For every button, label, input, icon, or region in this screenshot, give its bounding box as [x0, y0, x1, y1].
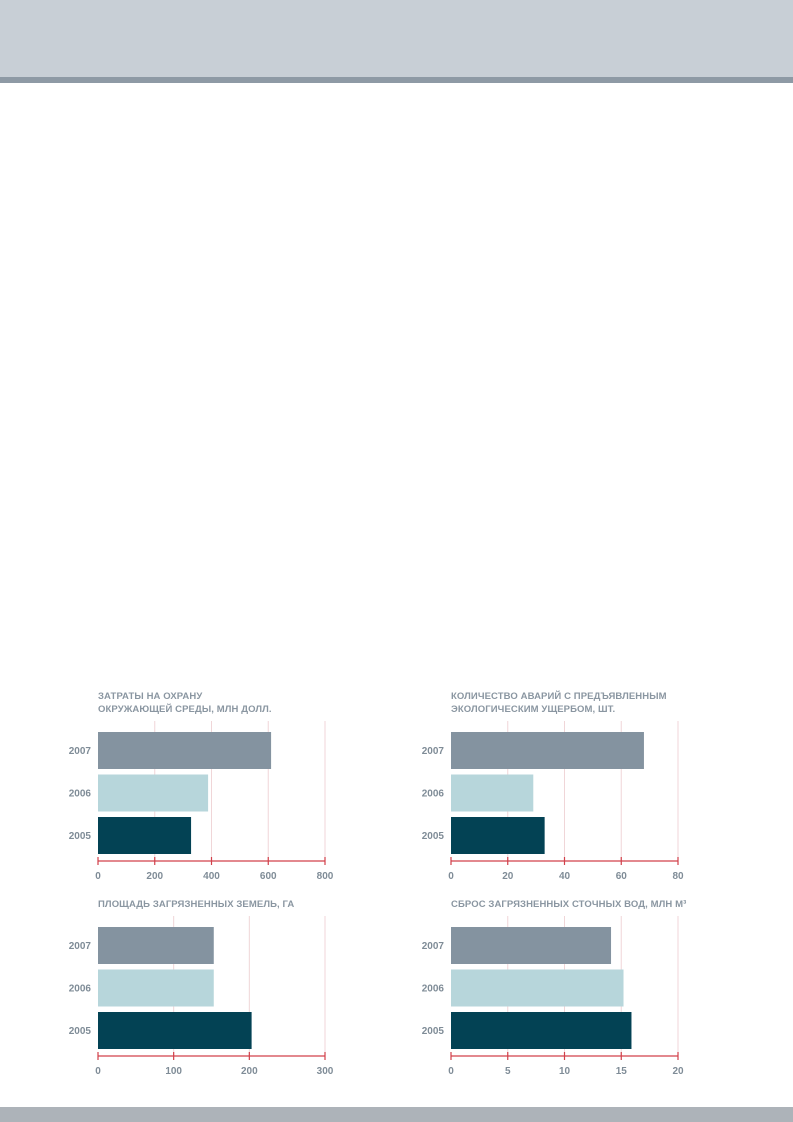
x-tick-label: 800 — [317, 871, 334, 882]
chart-title-line-1: КОЛИЧЕСТВО АВАРИЙ С ПРЕДЪЯВЛЕННЫМ — [451, 691, 667, 702]
category-label: 2005 — [69, 1026, 92, 1037]
bar-2006 — [451, 969, 624, 1007]
chart-plot: 2007 2006 2005 0 200 400 600 800 — [69, 721, 334, 882]
footer-band — [0, 1107, 793, 1122]
bar-2005 — [451, 1012, 632, 1049]
chart-accidents: КОЛИЧЕСТВО АВАРИЙ С ПРЕДЪЯВЛЕННЫМ ЭКОЛОГ… — [409, 690, 709, 890]
bar-2007 — [451, 732, 644, 769]
bar-2006 — [451, 774, 534, 812]
bar-2005 — [451, 817, 545, 854]
chart-plot: 2007 2006 2005 0 20 40 60 80 — [422, 721, 684, 882]
x-tick-label: 40 — [559, 871, 571, 882]
x-tick-label: 5 — [505, 1066, 511, 1077]
bar-2006 — [98, 969, 214, 1007]
bar-2006 — [98, 774, 209, 812]
x-tick-label: 10 — [559, 1066, 571, 1077]
x-tick-label: 0 — [95, 1066, 101, 1077]
chart-title: СБРОС ЗАГРЯЗНЕННЫХ СТОЧНЫХ ВОД, МЛН М³ — [451, 898, 711, 911]
chart-title-line-1: СБРОС ЗАГРЯЗНЕННЫХ СТОЧНЫХ ВОД, МЛН М³ — [451, 899, 687, 910]
chart-title: ЗАТРАТЫ НА ОХРАНУ ОКРУЖАЮЩЕЙ СРЕДЫ, МЛН … — [98, 690, 358, 716]
chart-title-line-1: ЗАТРАТЫ НА ОХРАНУ — [98, 691, 203, 702]
x-tick-label: 100 — [165, 1066, 182, 1077]
x-tick-label: 0 — [95, 871, 101, 882]
category-label: 2006 — [69, 789, 92, 800]
x-tick-label: 200 — [146, 871, 163, 882]
chart-title-line-1: ПЛОЩАДЬ ЗАГРЯЗНЕННЫХ ЗЕМЕЛЬ, ГА — [98, 899, 295, 910]
category-label: 2007 — [422, 941, 445, 952]
chart-title: КОЛИЧЕСТВО АВАРИЙ С ПРЕДЪЯВЛЕННЫМ ЭКОЛОГ… — [451, 690, 711, 716]
chart-title: ПЛОЩАДЬ ЗАГРЯЗНЕННЫХ ЗЕМЕЛЬ, ГА — [98, 898, 358, 911]
chart-environment-costs: ЗАТРАТЫ НА ОХРАНУ ОКРУЖАЮЩЕЙ СРЕДЫ, МЛН … — [56, 690, 356, 890]
chart-title-line-2: ЭКОЛОГИЧЕСКИМ УЩЕРБОМ, ШТ. — [451, 704, 616, 715]
category-label: 2005 — [422, 831, 445, 842]
x-tick-label: 20 — [502, 871, 514, 882]
x-tick-label: 400 — [203, 871, 220, 882]
x-tick-label: 200 — [241, 1066, 258, 1077]
header-band — [0, 0, 793, 77]
x-tick-label: 60 — [616, 871, 628, 882]
chart-wastewater: СБРОС ЗАГРЯЗНЕННЫХ СТОЧНЫХ ВОД, МЛН М³ 2… — [409, 898, 709, 1098]
category-label: 2006 — [422, 984, 445, 995]
chart-polluted-land: ПЛОЩАДЬ ЗАГРЯЗНЕННЫХ ЗЕМЕЛЬ, ГА 2007 2006… — [56, 898, 356, 1098]
x-tick-label: 15 — [616, 1066, 628, 1077]
bar-2005 — [98, 817, 192, 854]
bar-2005 — [98, 1012, 252, 1049]
header-divider — [0, 77, 793, 83]
bar-2007 — [98, 927, 214, 964]
x-tick-label: 0 — [448, 1066, 454, 1077]
x-tick-label: 600 — [260, 871, 277, 882]
x-tick-label: 300 — [317, 1066, 334, 1077]
chart-title-line-2: ОКРУЖАЮЩЕЙ СРЕДЫ, МЛН ДОЛЛ. — [98, 704, 272, 715]
chart-plot: 2007 2006 2005 0 5 10 15 20 — [422, 916, 684, 1077]
x-tick-label: 80 — [672, 871, 684, 882]
category-label: 2005 — [69, 831, 92, 842]
category-label: 2005 — [422, 1026, 445, 1037]
bar-2007 — [98, 732, 272, 769]
x-tick-label: 0 — [448, 871, 454, 882]
category-label: 2007 — [69, 941, 92, 952]
category-label: 2006 — [422, 789, 445, 800]
x-tick-label: 20 — [672, 1066, 684, 1077]
category-label: 2006 — [69, 984, 92, 995]
category-label: 2007 — [422, 746, 445, 757]
bar-2007 — [451, 927, 612, 964]
chart-plot: 2007 2006 2005 0 100 200 300 — [69, 916, 334, 1077]
category-label: 2007 — [69, 746, 92, 757]
